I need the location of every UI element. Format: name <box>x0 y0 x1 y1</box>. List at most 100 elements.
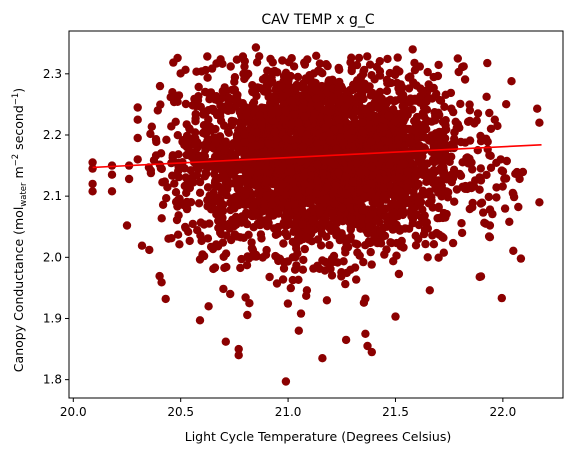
data-point <box>217 165 226 174</box>
data-point <box>208 244 218 254</box>
data-point <box>230 73 240 82</box>
data-point <box>240 62 249 71</box>
data-point <box>220 83 229 92</box>
data-point <box>300 244 309 254</box>
data-point <box>352 275 361 284</box>
data-point <box>161 294 170 304</box>
data-point <box>204 302 213 311</box>
data-point <box>281 377 291 386</box>
data-point <box>377 205 387 214</box>
data-point <box>515 174 524 184</box>
data-point <box>483 137 492 146</box>
data-point <box>310 109 319 119</box>
data-point <box>453 120 463 129</box>
data-point <box>194 82 203 92</box>
data-point <box>197 236 206 246</box>
data-point <box>236 263 245 273</box>
data-point <box>211 181 220 191</box>
data-point <box>302 130 311 139</box>
data-point <box>107 170 117 179</box>
data-point <box>465 106 475 115</box>
data-point <box>312 94 321 103</box>
data-point <box>461 181 470 191</box>
data-point <box>237 254 246 264</box>
data-point <box>388 143 397 152</box>
data-point <box>427 147 436 157</box>
data-point <box>279 218 289 227</box>
data-point <box>155 81 165 91</box>
data-point <box>337 268 346 277</box>
data-point <box>316 241 326 250</box>
data-point <box>240 215 249 224</box>
data-point <box>366 247 375 257</box>
data-point <box>157 214 166 223</box>
data-point <box>497 293 506 303</box>
data-point <box>193 96 203 105</box>
data-point <box>167 234 176 243</box>
data-point <box>410 204 419 213</box>
data-point <box>268 178 278 187</box>
data-point <box>168 171 177 180</box>
data-point <box>221 337 230 346</box>
data-point <box>440 102 449 112</box>
data-point <box>185 125 194 134</box>
data-point <box>185 236 194 246</box>
data-point <box>500 174 509 183</box>
points-layer <box>88 43 544 386</box>
data-point <box>411 171 420 180</box>
data-point <box>371 113 381 123</box>
data-point <box>468 165 477 174</box>
data-point <box>454 67 463 77</box>
data-point <box>364 120 373 130</box>
data-point <box>277 82 286 91</box>
data-point <box>423 224 432 233</box>
data-point <box>198 151 208 160</box>
data-point <box>340 103 349 113</box>
data-point <box>252 128 261 137</box>
data-point <box>220 263 229 273</box>
data-point <box>388 225 398 234</box>
data-point <box>174 91 184 100</box>
x-tick-label: 21.5 <box>382 405 409 419</box>
data-point <box>278 180 287 189</box>
data-point <box>234 351 243 360</box>
data-point <box>342 189 351 199</box>
data-point <box>492 183 501 192</box>
data-point <box>431 129 440 138</box>
data-point <box>133 103 142 112</box>
data-point <box>294 326 303 335</box>
data-point <box>457 228 467 238</box>
data-point <box>88 187 97 196</box>
data-point <box>229 117 239 126</box>
data-point <box>226 62 235 71</box>
data-point <box>389 97 399 106</box>
data-point <box>402 183 412 192</box>
data-point <box>107 161 117 170</box>
data-point <box>253 83 262 92</box>
y-tick-label: 2.2 <box>43 128 62 142</box>
data-point <box>384 153 393 162</box>
data-point <box>298 265 308 274</box>
data-point <box>434 188 443 197</box>
data-point <box>196 218 205 227</box>
data-point <box>339 257 348 266</box>
data-point <box>172 215 182 225</box>
data-point <box>307 181 316 190</box>
data-point <box>193 226 202 235</box>
data-point <box>290 200 299 209</box>
data-point <box>389 211 398 220</box>
y-tick-label: 1.8 <box>43 373 62 387</box>
data-point <box>199 251 209 261</box>
data-point <box>270 128 280 137</box>
data-point <box>246 167 255 177</box>
data-point <box>507 77 516 86</box>
data-point <box>497 166 506 175</box>
data-point <box>334 115 343 124</box>
data-point <box>465 136 475 145</box>
data-point <box>502 100 511 109</box>
data-point <box>425 187 434 196</box>
data-point <box>218 213 227 222</box>
data-point <box>325 136 334 145</box>
y-label-mid: m <box>11 166 26 182</box>
data-point <box>313 261 322 270</box>
